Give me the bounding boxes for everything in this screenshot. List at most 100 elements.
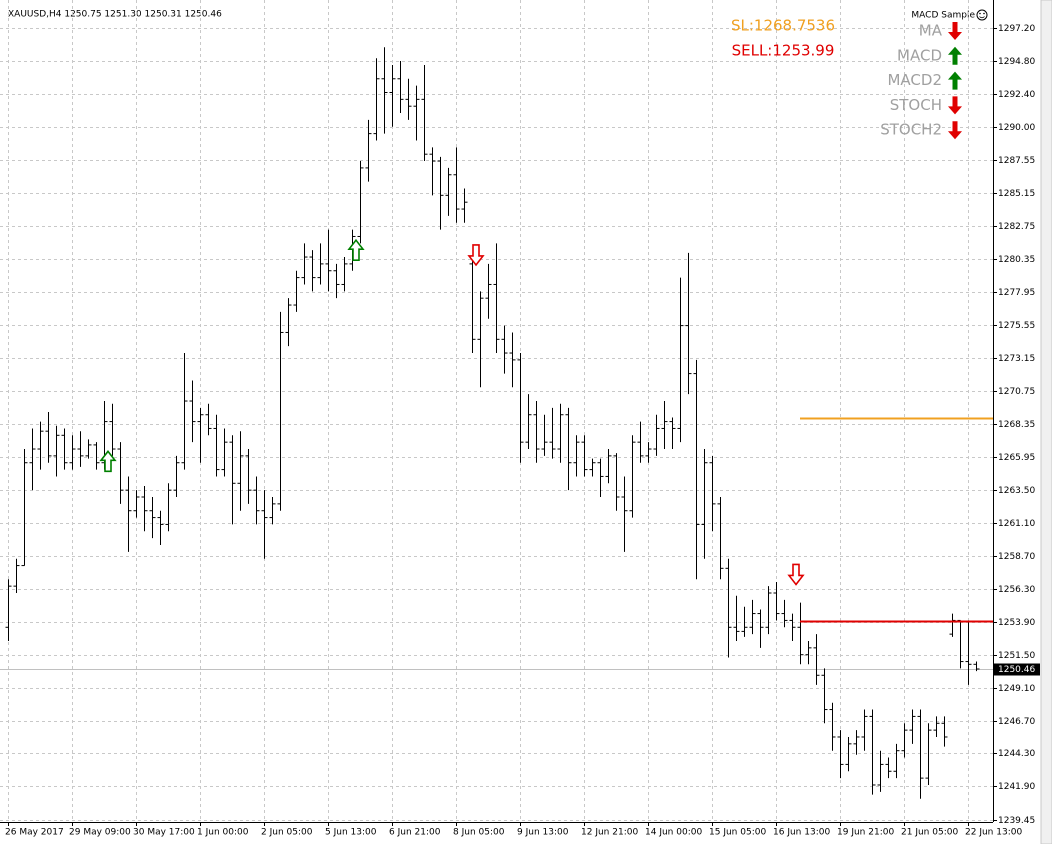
price-bar [149,497,156,539]
y-tick-label: 1275.55 [998,321,1035,331]
price-bar [493,243,500,354]
x-tick-label: 6 Jun 21:00 [389,828,441,838]
price-bar [621,476,628,552]
chart-header: XAUUSD,H4 1250.75 1251.30 1250.31 1250.4… [8,10,222,20]
indicator-name: MACD2 [887,71,942,89]
price-bar [157,510,164,546]
price-bar [821,668,828,724]
price-bar [421,65,428,162]
indicator-name: MACD [897,46,942,64]
price-bar [309,250,316,292]
price-bar [117,442,124,504]
x-tick-label: 22 Jun 13:00 [965,828,1022,838]
y-tick-label: 1244.30 [998,749,1035,759]
price-bar [557,403,564,463]
price-bar [317,243,324,285]
x-tick-label: 30 May 17:00 [133,828,195,838]
price-bar [253,476,260,525]
y-tick-label: 1282.75 [998,222,1035,232]
price-bar [877,750,884,792]
price-bar [181,353,188,470]
price-bar [797,602,804,665]
x-tick-label: 19 Jun 21:00 [837,828,894,838]
x-tick-label: 16 Jun 13:00 [773,828,830,838]
price-bar [701,449,708,559]
signal-arrow [467,244,485,267]
price-bar [685,252,692,395]
price-bar [829,702,836,751]
price-bar [277,311,284,511]
price-bar [973,661,980,672]
price-bar [741,606,748,637]
price-bar [21,449,28,567]
price-bar [213,414,220,477]
y-tick-label: 1249.10 [998,684,1035,694]
price-bar [749,599,756,635]
price-bar [893,743,900,779]
y-tick-label: 1280.35 [998,255,1035,265]
y-tick-label: 1294.80 [998,57,1035,67]
current-price-label: 1250.46 [998,665,1035,675]
price-bar [629,435,636,518]
price-bar [853,730,860,755]
price-bar [37,421,44,470]
price-bar [229,435,236,525]
price-bar [261,490,268,559]
price-bar [565,407,572,491]
price-bar [581,435,588,477]
price-bar [461,188,468,223]
expert-name: MACD Sample [911,11,975,21]
price-bar [861,709,868,751]
price-bar [965,620,972,685]
price-bar [69,435,76,470]
y-tick-label: 1273.15 [998,354,1035,364]
price-bar [613,453,620,511]
price-bar [93,442,100,470]
price-bar [933,716,940,737]
price-bar [901,723,908,758]
price-bar [917,709,924,799]
price-bar [341,257,348,292]
price-bar [533,401,540,463]
price-bar [5,579,12,641]
indicator-name: STOCH [890,96,942,114]
price-bar [813,634,820,685]
y-tick-label: 1297.20 [998,24,1035,34]
price-bar [173,455,180,498]
price-bar [941,716,948,747]
indicator-arrow [948,71,962,90]
price-bar [357,161,364,244]
price-bar [757,609,764,648]
price-bar [437,156,444,230]
x-tick-label: 26 May 2017 [5,828,64,838]
price-bar [237,431,244,511]
price-bar [605,449,612,484]
price-bar [669,417,676,450]
price-bar [285,298,292,347]
y-tick-label: 1270.75 [998,387,1035,397]
price-bar [125,476,132,552]
y-tick-label: 1268.35 [998,420,1035,430]
indicator-arrow [948,96,962,115]
x-tick-label: 9 Jun 13:00 [517,828,569,838]
y-tick-label: 1253.90 [998,618,1035,628]
x-tick-label: 15 Jun 05:00 [709,828,766,838]
price-bar [477,291,484,388]
price-bar [597,458,604,498]
price-bar [485,263,492,319]
price-bar [189,380,196,443]
price-bar [245,449,252,504]
price-bar [909,709,916,744]
price-bar [637,421,644,463]
indicator-arrow [948,22,962,40]
y-tick-label: 1285.15 [998,189,1035,199]
y-tick-label: 1251.50 [998,651,1035,661]
price-bar [765,586,772,635]
price-bar [293,270,300,312]
price-bar [205,403,212,436]
signal-arrow [99,450,117,473]
price-bar [381,47,388,134]
price-bar [709,455,716,532]
price-bar [165,483,172,532]
indicator-name: STOCH2 [880,121,942,139]
